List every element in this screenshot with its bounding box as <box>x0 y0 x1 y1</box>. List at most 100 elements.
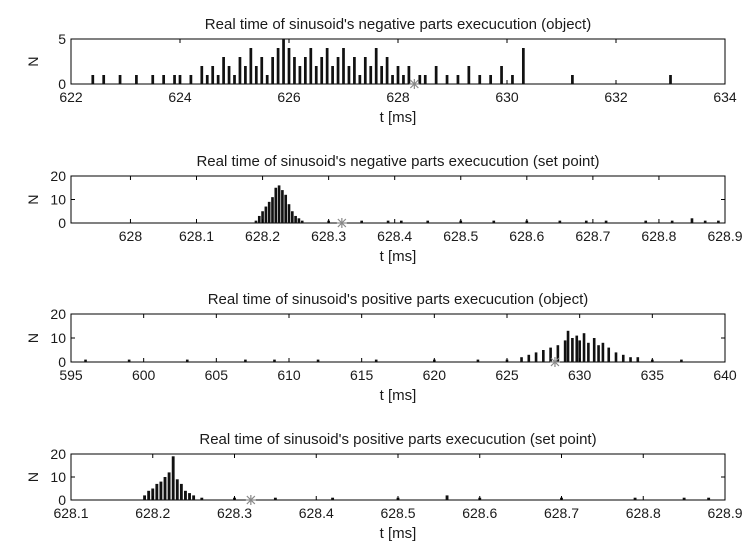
histogram-bar <box>644 220 648 223</box>
histogram-bar <box>151 75 155 84</box>
histogram-bar <box>184 490 187 500</box>
x-tick-label: 628.3 <box>217 505 252 521</box>
x-tick-label: 628.6 <box>509 228 544 244</box>
histogram-bar <box>316 359 320 362</box>
histogram-bar <box>342 48 345 84</box>
histogram-bar <box>418 75 422 84</box>
histogram-bar <box>445 495 449 500</box>
x-tick-label: 635 <box>641 367 665 383</box>
histogram-bar <box>254 220 258 223</box>
x-tick-label: 628.5 <box>443 228 478 244</box>
x-tick-label: 628 <box>386 89 410 105</box>
histogram-bar <box>320 57 324 84</box>
y-tick-label: 10 <box>50 469 66 485</box>
x-tick-label: 600 <box>132 367 156 383</box>
histogram-bar <box>582 333 586 362</box>
x-tick-label: 628.5 <box>380 505 415 521</box>
x-tick-label: 615 <box>350 367 374 383</box>
histogram-bar <box>347 66 351 84</box>
histogram-bar <box>369 66 373 84</box>
histogram-bar <box>163 477 167 500</box>
histogram-bar <box>147 490 151 500</box>
plot-frame <box>70 313 726 363</box>
histogram-bar <box>192 495 196 500</box>
histogram-bar <box>597 345 600 362</box>
y-axis-label: N <box>25 194 41 204</box>
histogram-bar <box>314 66 318 84</box>
histogram-bar <box>205 75 209 84</box>
x-axis-label: t [ms] <box>380 525 417 542</box>
histogram-bar <box>380 66 384 84</box>
histogram-bar <box>534 352 538 362</box>
histogram-bar <box>216 75 220 84</box>
y-tick-label: 0 <box>58 215 66 231</box>
x-tick-label: 622 <box>59 89 83 105</box>
histogram-bar <box>434 66 438 84</box>
x-tick-label: 628.2 <box>135 505 170 521</box>
x-tick-label: 630 <box>495 89 519 105</box>
histogram-bar <box>426 220 430 223</box>
plot-frame <box>70 175 726 224</box>
histogram-bar <box>575 335 579 362</box>
histogram-bar <box>293 57 296 84</box>
histogram-bar <box>385 57 389 84</box>
histogram-bar <box>294 215 297 223</box>
histogram-bar <box>211 66 215 84</box>
x-tick-label: 595 <box>59 367 83 383</box>
histogram-bar <box>707 497 711 500</box>
histogram-bar <box>297 218 301 223</box>
histogram-bar <box>127 359 131 362</box>
x-tick-label: 605 <box>205 367 229 383</box>
star-marker <box>409 79 420 89</box>
histogram-bar <box>336 57 340 84</box>
histogram-bar <box>260 57 264 84</box>
histogram-bar <box>558 220 562 223</box>
histogram-bar <box>271 197 274 223</box>
histogram-bar <box>281 190 284 223</box>
histogram-bar <box>162 75 166 84</box>
chart-title: Real time of sinusoid's positive parts e… <box>199 431 596 448</box>
histogram-bar <box>563 340 567 362</box>
histogram-bar <box>185 359 189 362</box>
histogram-bar <box>178 75 182 84</box>
histogram-bar <box>244 66 247 84</box>
histogram-bar <box>254 66 258 84</box>
y-tick-label: 20 <box>50 306 66 322</box>
histogram-bar <box>257 215 261 223</box>
histogram-bar <box>173 75 176 84</box>
histogram-bar <box>680 359 683 362</box>
histogram-bar <box>175 479 179 500</box>
histogram-bar <box>102 75 106 84</box>
star-marker <box>336 218 347 228</box>
x-tick-label: 628.8 <box>626 505 661 521</box>
histogram-bar <box>287 48 291 84</box>
histogram-bar <box>629 357 632 362</box>
histogram-bar <box>227 66 231 84</box>
x-tick-label: 628.9 <box>707 505 742 521</box>
histogram-bar <box>358 75 362 84</box>
histogram-bar <box>277 185 281 223</box>
histogram-bar <box>200 497 204 500</box>
histogram-bar <box>155 483 159 500</box>
histogram-bar <box>143 495 147 500</box>
histogram-bar <box>445 75 449 84</box>
x-tick-label: 628.6 <box>462 505 497 521</box>
x-axis-label: t [ms] <box>380 387 417 404</box>
histogram-bar <box>571 75 574 84</box>
histogram-bar <box>717 220 720 223</box>
x-tick-label: 620 <box>423 367 447 383</box>
chart-title: Real time of sinusoid's negative parts e… <box>205 16 591 33</box>
star-marker <box>549 357 560 367</box>
histogram-bar <box>363 57 367 84</box>
histogram-bar <box>521 48 525 84</box>
histogram-bar <box>556 345 560 362</box>
histogram-bar <box>271 57 275 84</box>
histogram-bar <box>249 48 253 84</box>
histogram-bar <box>592 338 596 362</box>
histogram-bar <box>287 204 291 223</box>
histogram-bar <box>467 66 471 84</box>
x-tick-label: 628.9 <box>707 228 742 244</box>
x-axis-label: t [ms] <box>380 248 417 265</box>
histogram-bar <box>300 220 304 223</box>
x-tick-label: 634 <box>713 89 737 105</box>
